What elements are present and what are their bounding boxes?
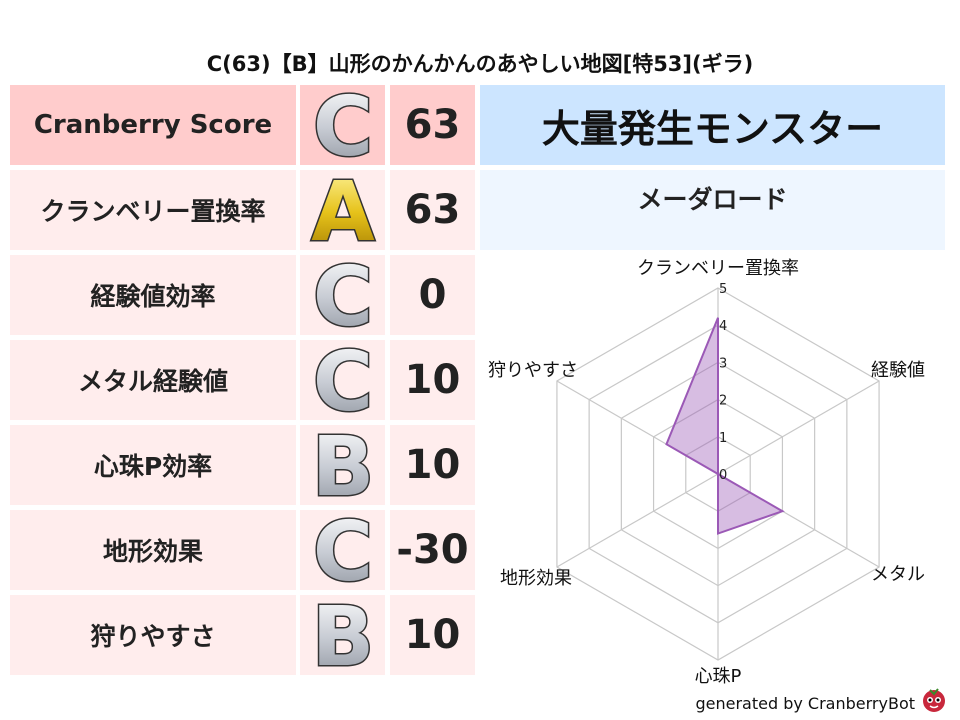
tick-label: 2 — [719, 394, 727, 409]
row-value: 10 — [390, 595, 475, 675]
grade-badge: C — [300, 85, 385, 165]
row-label: 地形効果 — [10, 510, 296, 590]
axis-label: 心珠P — [695, 666, 742, 687]
tick-label: 5 — [719, 282, 727, 297]
grade-badge: B — [300, 425, 385, 505]
axis-label: 経験値 — [871, 360, 925, 381]
data-series — [665, 317, 785, 535]
grade-c-icon: C — [311, 85, 374, 165]
row-label: 狩りやすさ — [10, 595, 296, 675]
row-label: Cranberry Score — [10, 85, 296, 165]
grid-spoke — [717, 380, 880, 475]
grade-b-icon: B — [310, 595, 376, 675]
row-value: 63 — [390, 85, 475, 165]
cranberry-mascot-icon — [923, 688, 945, 712]
grade-b-icon: B — [310, 425, 376, 505]
svg-text:A: A — [311, 170, 375, 250]
grid-spoke — [556, 473, 719, 568]
axis-label: クランベリー置換率 — [637, 258, 799, 279]
monster-header: 大量発生モンスター — [480, 85, 945, 165]
tick-label: 0 — [719, 468, 727, 483]
svg-text:C: C — [312, 510, 372, 590]
row-label: メタル経験値 — [10, 340, 296, 420]
grade-badge: C — [300, 340, 385, 420]
grade-badge: C — [300, 255, 385, 335]
footer-credit: generated by CranberryBot — [695, 694, 915, 713]
row-label: 心珠P効率 — [10, 425, 296, 505]
grade-badge: B — [300, 595, 385, 675]
row-value: -30 — [390, 510, 475, 590]
row-label: クランベリー置換率 — [10, 170, 296, 250]
row-value: 63 — [390, 170, 475, 250]
tick-label: 3 — [719, 356, 727, 371]
axis-label: 地形効果 — [500, 568, 572, 589]
svg-text:B: B — [311, 595, 374, 675]
monster-name: メーダロード — [480, 170, 945, 250]
grade-badge: A — [300, 170, 385, 250]
row-value: 0 — [390, 255, 475, 335]
tick-label: 1 — [719, 431, 727, 446]
axis-label: 狩りやすさ — [488, 360, 578, 381]
svg-text:C: C — [312, 340, 372, 420]
svg-text:C: C — [312, 255, 372, 335]
tick-label: 4 — [719, 319, 727, 334]
svg-text:B: B — [311, 425, 374, 505]
row-label: 経験値効率 — [10, 255, 296, 335]
grade-a-icon: A — [309, 170, 376, 250]
page-title: C(63)【B】山形のかんかんのあやしい地図[特53](ギラ) — [206, 52, 754, 76]
grade-c-icon: C — [311, 510, 374, 590]
axis-label: メタル — [871, 564, 925, 585]
row-value: 10 — [390, 425, 475, 505]
row-value: 10 — [390, 340, 475, 420]
grade-c-icon: C — [311, 340, 374, 420]
svg-text:C: C — [312, 85, 372, 165]
grade-c-icon: C — [311, 255, 374, 335]
grade-badge: C — [300, 510, 385, 590]
